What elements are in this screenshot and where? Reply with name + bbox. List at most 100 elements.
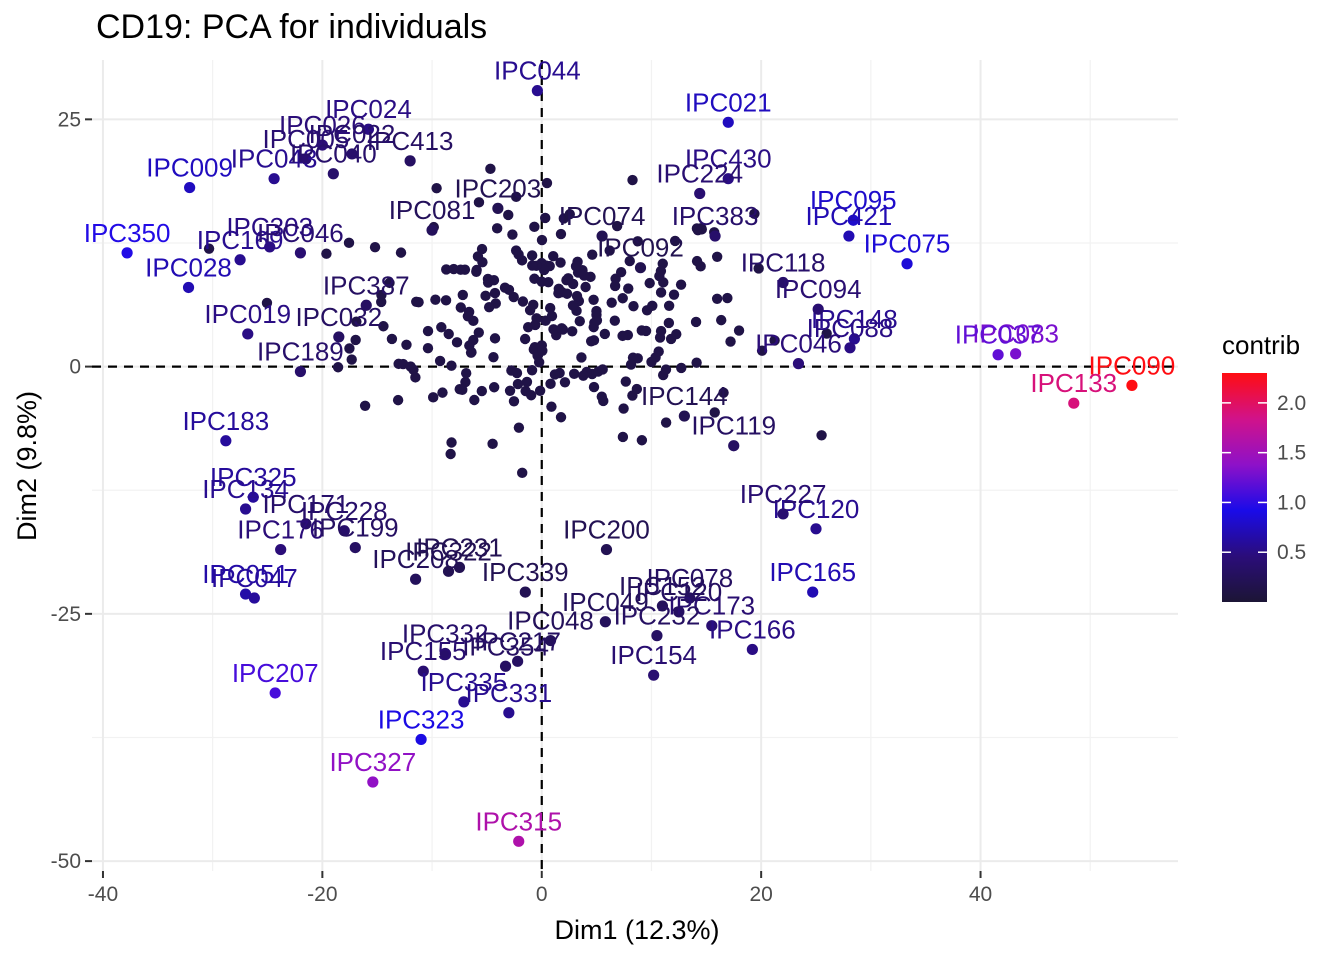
- data-point: [706, 620, 718, 632]
- data-point-label: IPC043: [231, 144, 318, 174]
- data-point-group: IPC331: [465, 678, 552, 719]
- data-point-label: IPC051: [202, 559, 289, 589]
- data-point-label: IPC315: [475, 806, 562, 836]
- data-point-background: [410, 372, 421, 383]
- data-point: [792, 358, 805, 370]
- data-point-background: [709, 407, 720, 418]
- data-point-group: IPC203: [455, 173, 541, 214]
- data-point: [242, 328, 254, 340]
- data-point-background: [529, 221, 540, 233]
- data-point-background: [567, 300, 579, 311]
- data-point-group: IPC387: [323, 270, 410, 311]
- data-point-background: [430, 294, 441, 305]
- data-point-label: IPC092: [597, 233, 684, 263]
- x-axis-title: Dim1 (12.3%): [554, 915, 719, 945]
- data-point-background: [443, 328, 454, 340]
- data-point-label: IPC037: [955, 320, 1042, 350]
- data-point-background: [725, 336, 736, 347]
- data-point: [599, 616, 611, 628]
- data-point-background: [386, 333, 398, 345]
- data-point-background: [604, 245, 615, 256]
- data-point-background: [395, 247, 407, 258]
- data-point-background: [528, 299, 539, 311]
- data-point-group: IPC019: [204, 299, 291, 340]
- data-point-background: [548, 251, 559, 262]
- data-point-background: [555, 412, 567, 423]
- data-point: [812, 303, 824, 315]
- data-point-group: IPC207: [232, 658, 319, 699]
- data-point-background: [392, 394, 404, 406]
- x-tick-label: 20: [749, 883, 772, 906]
- data-point-label: IPC144: [641, 381, 728, 411]
- data-point: [346, 148, 358, 160]
- data-point: [503, 707, 515, 719]
- data-point-label: IPC335: [421, 667, 508, 697]
- data-point-label: IPC094: [775, 274, 862, 304]
- data-point: [656, 600, 669, 612]
- data-point-background: [749, 208, 760, 219]
- data-point: [184, 181, 196, 194]
- data-point-label: IPC183: [182, 406, 269, 436]
- data-point-label: IPC009: [146, 153, 233, 183]
- data-point-group: IPC048: [507, 606, 594, 647]
- data-point-label: IPC199: [312, 513, 399, 543]
- data-point-background: [544, 302, 556, 314]
- data-point: [360, 299, 372, 311]
- data-point: [1126, 379, 1138, 391]
- data-point: [992, 349, 1004, 361]
- data-point-background: [517, 296, 529, 307]
- data-point: [294, 247, 307, 259]
- data-point-background: [522, 321, 534, 333]
- legend-tick-label: 0.5: [1277, 541, 1306, 564]
- data-point-background: [504, 385, 516, 396]
- data-point-group: IPC088: [807, 313, 893, 354]
- data-point-label: IPC166: [709, 614, 796, 644]
- data-point-background: [618, 403, 629, 414]
- data-point: [417, 665, 429, 677]
- data-point-background: [332, 362, 344, 373]
- data-point-group: IPC009: [146, 153, 233, 194]
- y-axis-title: Dim2 (9.8%): [12, 391, 42, 541]
- data-point: [300, 518, 312, 530]
- data-point-background: [499, 282, 511, 293]
- data-point-group: IPC169: [197, 225, 283, 266]
- data-point-background: [473, 197, 485, 208]
- data-point: [248, 592, 260, 604]
- data-point: [848, 333, 860, 345]
- data-point: [600, 543, 613, 556]
- data-point-group: IPC166: [709, 614, 796, 656]
- data-point: [492, 202, 504, 214]
- data-point-label: IPC154: [610, 640, 697, 670]
- data-point-background: [596, 391, 607, 402]
- data-point-group: IPC083: [972, 319, 1059, 360]
- data-point-label: IPC165: [769, 557, 856, 587]
- x-tick-label: 0: [536, 883, 548, 906]
- data-point-label: IPC044: [494, 56, 581, 86]
- data-point-background: [508, 396, 520, 407]
- data-point-background: [580, 281, 591, 293]
- y-tick-label: 0: [69, 356, 81, 379]
- data-point-background: [480, 290, 491, 302]
- data-point-group: IPC074: [559, 201, 645, 242]
- data-point-group: IPC323: [378, 704, 464, 746]
- data-point-background: [517, 467, 528, 479]
- data-point-label: IPC354: [462, 631, 549, 661]
- data-point-label: IPC119: [691, 411, 776, 441]
- data-point-background: [660, 364, 672, 375]
- data-point-label: IPC046: [755, 329, 842, 359]
- data-point-label: IPC332: [402, 618, 489, 648]
- data-point-background: [434, 355, 446, 367]
- data-point-label: IPC231: [416, 532, 503, 562]
- data-point: [439, 647, 451, 660]
- data-point-group: IPC228: [301, 496, 388, 537]
- data-point: [410, 573, 422, 585]
- data-point-background: [632, 236, 643, 247]
- data-point-background: [531, 313, 542, 324]
- data-point-background: [624, 255, 635, 267]
- data-point-background: [536, 234, 548, 246]
- data-point-group: IPC026: [279, 110, 366, 151]
- data-point: [349, 541, 361, 554]
- data-point: [294, 365, 307, 378]
- data-point-background: [445, 448, 456, 460]
- data-point-background: [487, 438, 498, 450]
